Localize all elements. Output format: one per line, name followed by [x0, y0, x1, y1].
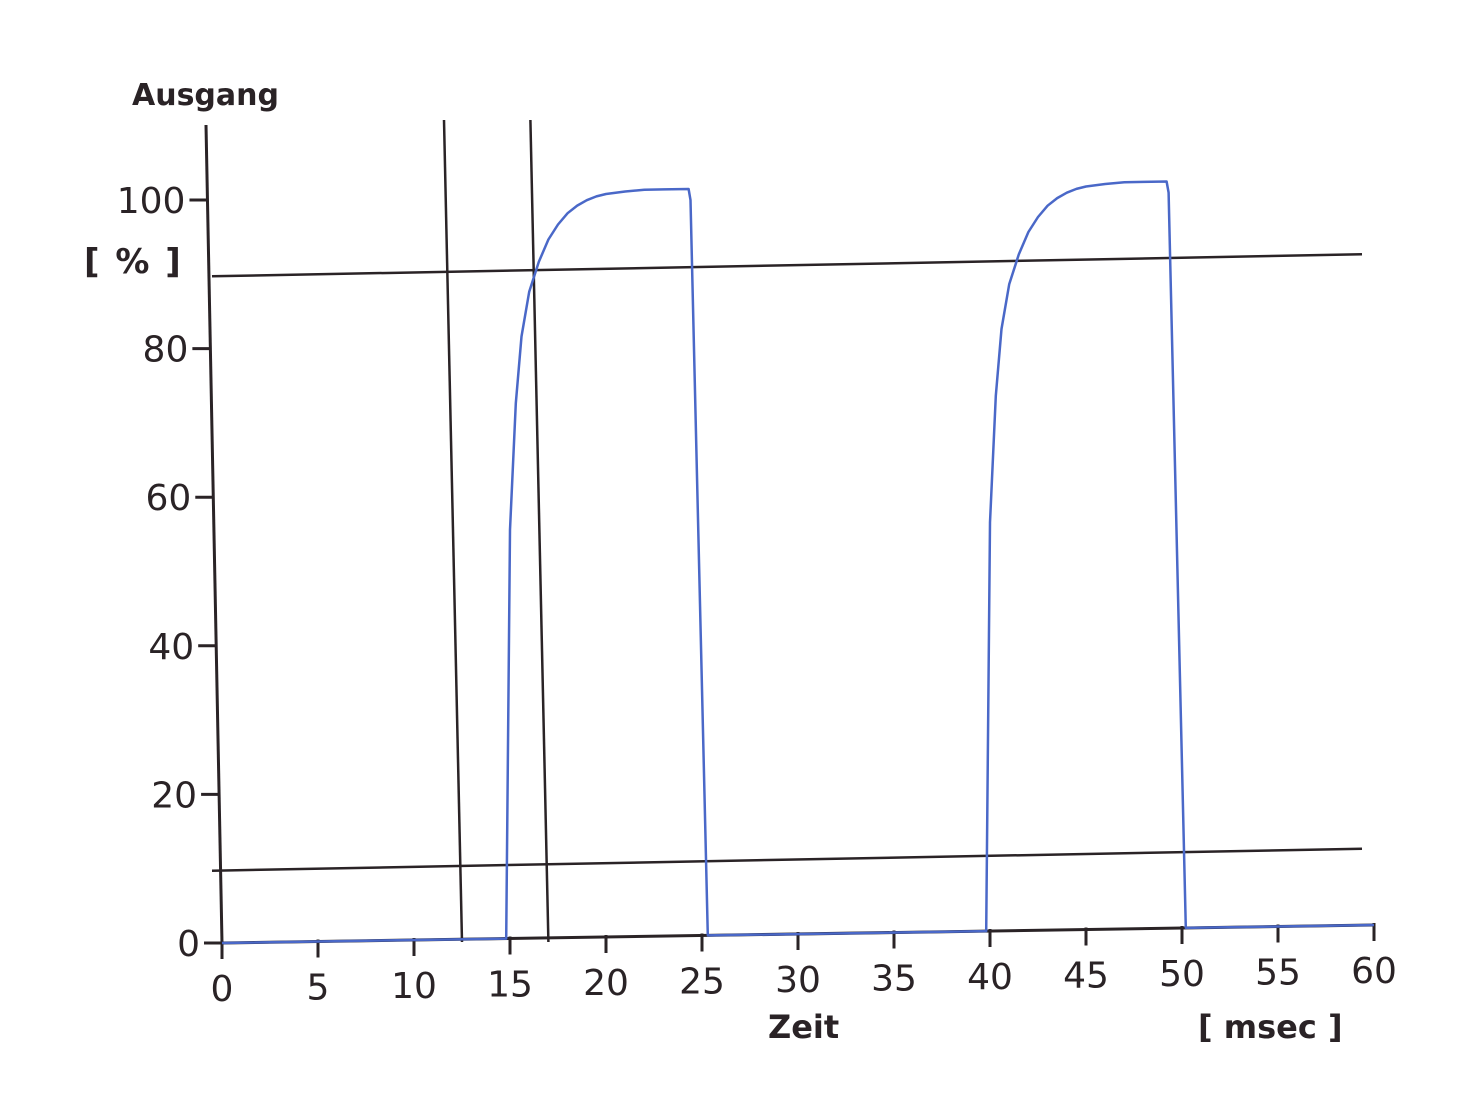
- y-axis-title: Ausgang: [132, 78, 279, 113]
- x-tick-label: 35: [871, 959, 917, 1000]
- y-tick-label: 60: [145, 478, 191, 519]
- x-tick-label: 60: [1351, 951, 1397, 992]
- x-tick-label: 25: [679, 962, 725, 1003]
- y-tick-label: 20: [151, 775, 197, 816]
- x-tick-label: 30: [775, 960, 821, 1001]
- horizontal-reference-line: [211, 253, 1363, 278]
- axis-ticks: 0 5 10 15 20 25 30 35 40 45 50 55 60 0 20 40 60 80 100: [117, 181, 1397, 1010]
- output-series-line: [221, 180, 1375, 945]
- vertical-reference-line: [529, 119, 550, 943]
- x-tick-label: 20: [583, 963, 629, 1004]
- x-tick-label: 45: [1063, 956, 1109, 997]
- y-axis-line: [204, 124, 224, 944]
- y-tick-label: 100: [117, 181, 186, 222]
- y-tick-label: 80: [143, 330, 189, 371]
- horizontal-reference-line: [211, 847, 1363, 872]
- x-tick-label: 5: [307, 968, 330, 1009]
- reference-lines: [211, 119, 1363, 943]
- y-axis-unit: [ % ]: [84, 242, 183, 282]
- x-tick-label: 0: [211, 969, 234, 1010]
- x-tick-label: 10: [391, 966, 437, 1007]
- x-tick-label: 15: [487, 965, 533, 1006]
- x-axis-title: Zeit: [768, 1008, 840, 1046]
- y-tick-label: 40: [148, 627, 194, 668]
- x-tick-label: 50: [1159, 954, 1205, 995]
- y-tick-label: 0: [177, 924, 200, 965]
- vertical-reference-line: [442, 119, 464, 943]
- data-series: [221, 180, 1375, 945]
- x-tick-label: 55: [1255, 953, 1301, 994]
- chart-axes: [204, 124, 1375, 945]
- x-axis-unit: [ msec ]: [1198, 1008, 1343, 1046]
- x-tick-label: 40: [967, 957, 1013, 998]
